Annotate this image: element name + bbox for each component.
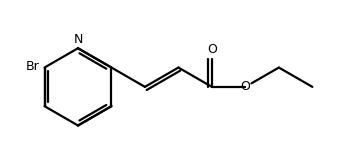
Text: N: N — [73, 33, 83, 46]
Text: Br: Br — [26, 60, 39, 73]
Text: O: O — [240, 80, 250, 93]
Text: O: O — [207, 43, 217, 56]
